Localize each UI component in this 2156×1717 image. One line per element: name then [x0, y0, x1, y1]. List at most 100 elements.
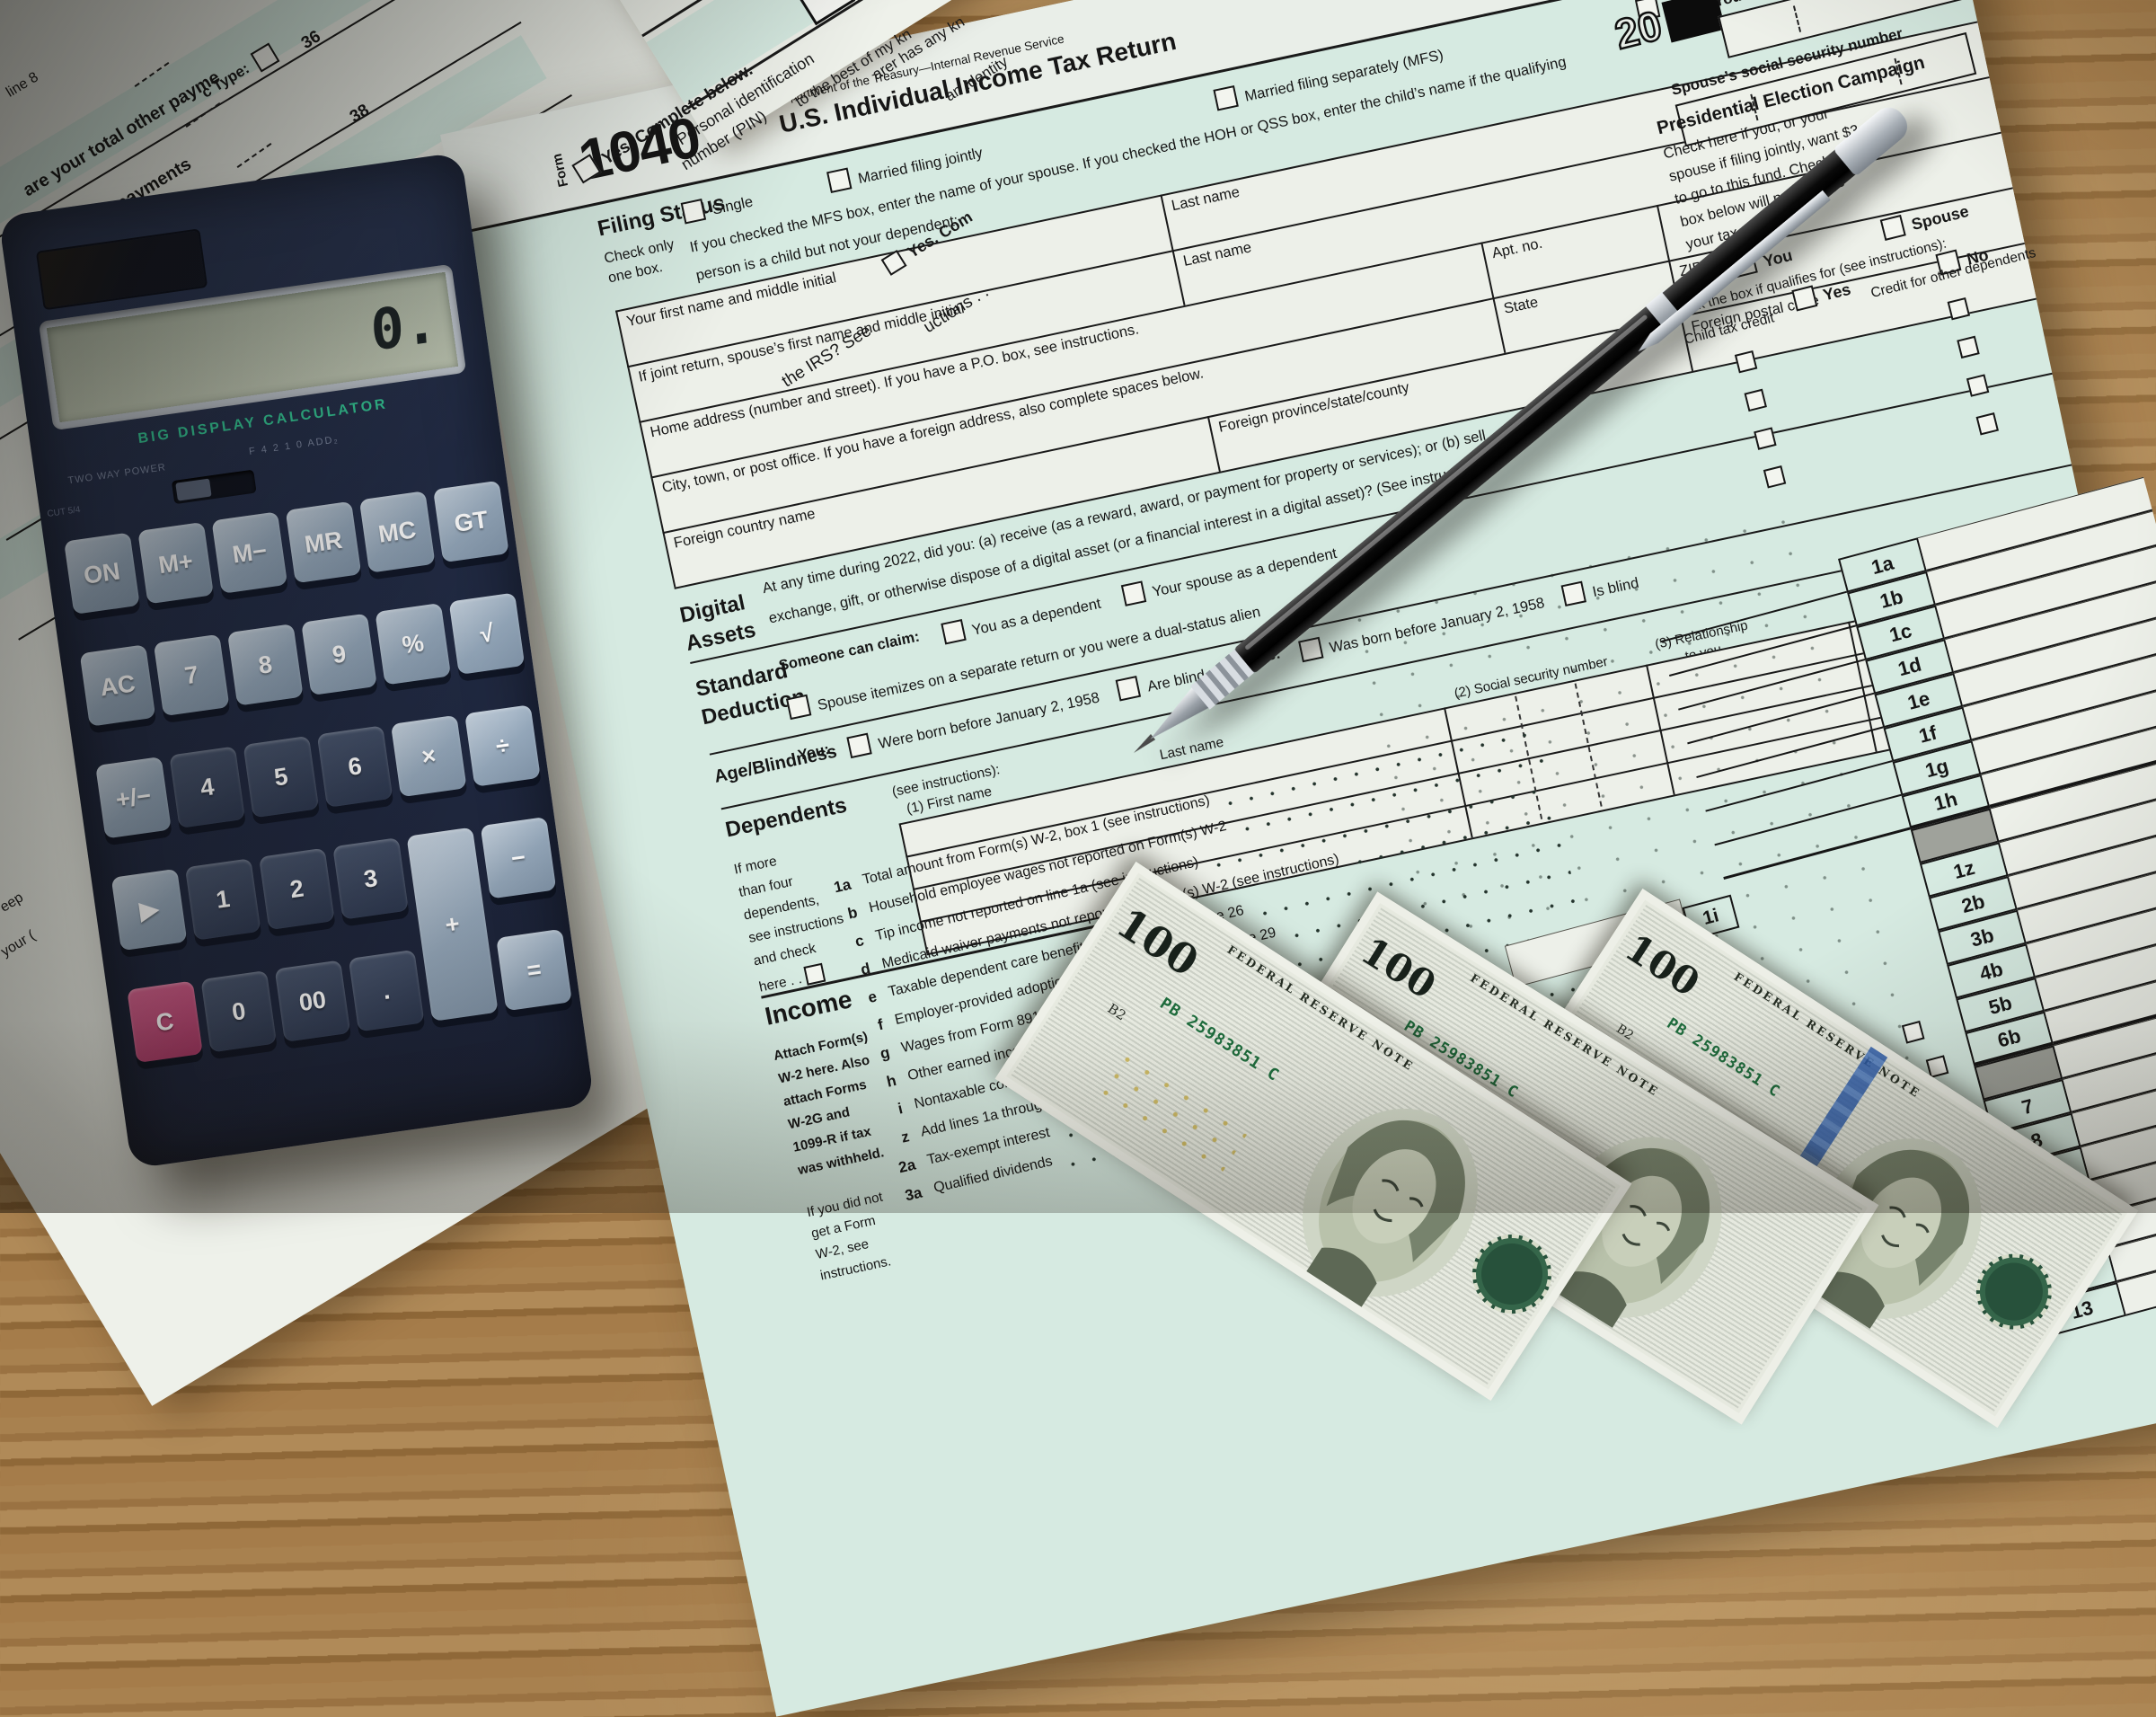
display-value: 0.: [368, 288, 440, 364]
key-mr[interactable]: MR: [285, 500, 362, 584]
key-6[interactable]: 6: [316, 725, 393, 808]
row-label: 3b: [1967, 923, 1997, 951]
key-multiply[interactable]: ×: [390, 714, 467, 798]
key-label: MC: [376, 515, 419, 548]
row-label: 6b: [1994, 1023, 2024, 1052]
key-sqrt[interactable]: √: [448, 592, 526, 675]
married-jointly-checkbox[interactable]: [826, 167, 853, 193]
claim-spouse-checkbox[interactable]: [1120, 580, 1147, 606]
key-2[interactable]: 2: [259, 847, 335, 931]
row-label: 5b: [1985, 990, 2015, 1019]
row-label: 1e: [1904, 686, 1932, 714]
single-checkbox[interactable]: [680, 199, 707, 225]
mode-switch[interactable]: [171, 469, 257, 505]
key-label: 5: [272, 762, 290, 792]
row-label: 1d: [1895, 652, 1924, 680]
single-label: Single: [711, 193, 755, 218]
key-mc[interactable]: MC: [358, 491, 436, 573]
claim-you-checkbox[interactable]: [940, 619, 967, 645]
key-label: +: [443, 909, 462, 939]
filing-status-checkonly: Check only: [603, 236, 676, 267]
attach-note-3: W-2G and: [786, 1104, 852, 1133]
you-born-label: Were born before January 2, 1958: [877, 689, 1101, 753]
key-arrow[interactable]: ▶: [110, 868, 188, 951]
row-label: 1c: [1886, 618, 1914, 647]
ssn-dash: [1792, 5, 1801, 32]
key-c[interactable]: C: [127, 980, 203, 1064]
key-9[interactable]: 9: [301, 613, 377, 696]
key-3[interactable]: 3: [332, 837, 409, 920]
key-label: M−: [230, 536, 269, 569]
key-label: AC: [98, 668, 137, 702]
key-label: %: [400, 628, 426, 659]
key-decimal[interactable]: .: [348, 949, 425, 1032]
row-label: 4b: [1976, 957, 2006, 985]
key-1[interactable]: 1: [184, 858, 261, 941]
key-7[interactable]: 7: [153, 633, 230, 717]
married-separately-checkbox[interactable]: [1213, 85, 1239, 111]
key-label: 7: [182, 660, 200, 689]
row-label: 1h: [1931, 786, 1960, 815]
key-label: 0: [230, 996, 248, 1026]
row-label: 1a: [1869, 551, 1896, 579]
key-label: ▶: [137, 894, 161, 925]
key-label: 4: [199, 772, 216, 801]
power-label: TWO WAY POWER: [66, 462, 167, 487]
row-label: 7: [2019, 1093, 2037, 1119]
you-born-checkbox[interactable]: [846, 732, 873, 758]
key-label: 3: [362, 863, 380, 893]
key-label: +/−: [113, 781, 153, 813]
claim-you-label: You as a dependent: [970, 595, 1103, 639]
line-1i-label: 1i: [1700, 905, 1721, 930]
key-8[interactable]: 8: [226, 624, 304, 706]
key-00[interactable]: 00: [274, 960, 351, 1042]
key-label: −: [509, 843, 527, 872]
key-label: .: [381, 976, 392, 1005]
switch-knob[interactable]: [175, 478, 212, 501]
key-gt[interactable]: GT: [433, 480, 509, 563]
dependents-heading: Dependents: [723, 792, 850, 843]
key-label: ÷: [493, 730, 511, 760]
key-plusminus[interactable]: +/−: [95, 756, 172, 839]
spouse-itemizes-checkbox[interactable]: [785, 694, 812, 721]
key-label: =: [525, 955, 543, 984]
key-minus[interactable]: −: [480, 817, 557, 899]
key-ac[interactable]: AC: [79, 644, 156, 727]
key-4[interactable]: 4: [169, 746, 246, 828]
row-label: 2b: [1958, 889, 1987, 917]
age-you-label: You:: [796, 741, 831, 765]
key-label: M+: [156, 546, 195, 579]
mode-label: F 4 2 1 0 ADD₂: [248, 434, 340, 458]
key-on[interactable]: ON: [64, 532, 140, 615]
you-blind-checkbox[interactable]: [1116, 675, 1142, 702]
row-label: 1z: [1950, 855, 1977, 883]
key-0[interactable]: 0: [200, 969, 278, 1053]
key-label: 6: [346, 751, 364, 781]
key-label: √: [478, 618, 496, 648]
key-label: 8: [256, 650, 274, 679]
more-note-1: than four: [737, 873, 795, 901]
key-equals[interactable]: =: [496, 928, 572, 1012]
key-label: MR: [303, 526, 344, 558]
campaign-spouse-checkbox[interactable]: [1879, 214, 1906, 241]
row-label: 1f: [1916, 721, 1940, 748]
key-label: GT: [452, 505, 490, 537]
key-mplus[interactable]: M+: [137, 521, 214, 605]
key-divide[interactable]: ÷: [464, 704, 541, 787]
key-percent[interactable]: %: [375, 603, 452, 686]
key-label: ×: [420, 741, 438, 770]
key-label: ON: [82, 557, 122, 589]
key-5[interactable]: 5: [243, 735, 320, 819]
solar-panel: [35, 228, 208, 311]
key-label: 9: [330, 639, 348, 668]
spouse-born-checkbox[interactable]: [1297, 636, 1324, 663]
more-note-0: If more: [732, 853, 779, 878]
key-label: 1: [214, 884, 232, 914]
key-label: C: [154, 1006, 176, 1037]
row-label: 1b: [1877, 584, 1906, 613]
cut-label: CUT 5/4: [46, 504, 82, 519]
key-label: 2: [287, 874, 305, 903]
key-mminus[interactable]: M−: [211, 511, 288, 594]
someone-can-claim-label: Someone can claim:: [777, 628, 922, 675]
